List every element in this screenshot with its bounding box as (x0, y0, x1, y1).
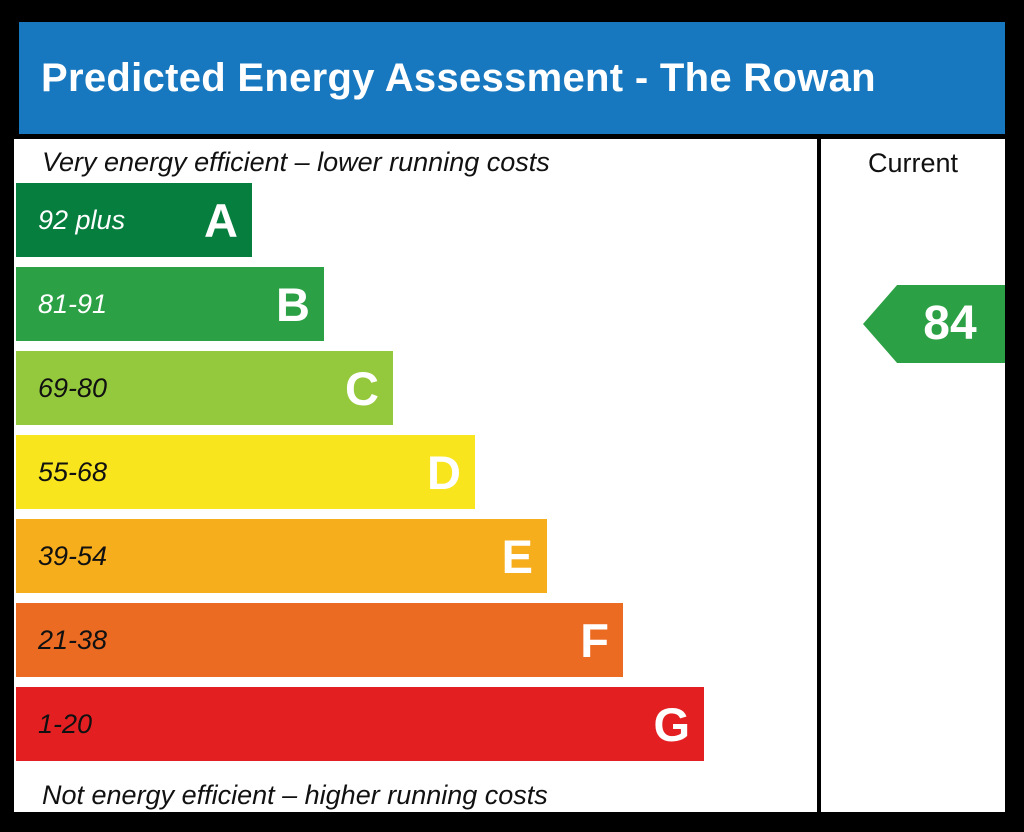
band-bar-a: 92 plus A (16, 183, 252, 257)
band-row: 92 plus A (16, 183, 817, 257)
bottom-caption: Not energy efficient – higher running co… (42, 780, 548, 810)
current-column: Current 84 (821, 139, 1005, 812)
band-range-label: 81-91 (38, 288, 108, 319)
band-bar-d: 55-68 D (16, 435, 475, 509)
top-caption: Very energy efficient – lower running co… (42, 147, 550, 177)
band-letter: F (580, 613, 609, 667)
band-range-label: 69-80 (38, 372, 108, 403)
band-letter: B (276, 277, 310, 331)
current-rating-arrow: 84 (863, 285, 1005, 363)
band-row: 21-38 F (16, 603, 817, 677)
band-bar-e: 39-54 E (16, 519, 547, 593)
band-range-label: 1-20 (38, 708, 93, 739)
band-bar-b: 81-91 B (16, 267, 324, 341)
header-banner: Predicted Energy Assessment - The Rowan (19, 22, 1005, 134)
band-range-label: 92 plus (38, 204, 126, 235)
band-bar-g: 1-20 G (16, 687, 704, 761)
band-row: 69-80 C (16, 351, 817, 425)
epc-chart: Very energy efficient – lower running co… (14, 139, 1005, 812)
band-bar-f: 21-38 F (16, 603, 623, 677)
page-title: Predicted Energy Assessment - The Rowan (41, 55, 876, 100)
band-row: 1-20 G (16, 687, 817, 761)
band-range-label: 55-68 (38, 456, 108, 487)
band-bar-c: 69-80 C (16, 351, 393, 425)
current-column-header: Current (867, 148, 959, 178)
band-row: 39-54 E (16, 519, 817, 593)
band-letter: D (427, 445, 461, 499)
column-divider (817, 139, 821, 812)
current-rating-value: 84 (923, 297, 977, 350)
band-range-label: 39-54 (38, 540, 108, 571)
rating-scale: Very energy efficient – lower running co… (14, 139, 817, 812)
band-letter: C (345, 361, 379, 415)
band-row: 81-91 B (16, 267, 817, 341)
band-letter: G (653, 697, 690, 751)
band-letter: E (501, 529, 533, 583)
band-row: 55-68 D (16, 435, 817, 509)
band-letter: A (204, 193, 238, 247)
band-range-label: 21-38 (38, 624, 108, 655)
